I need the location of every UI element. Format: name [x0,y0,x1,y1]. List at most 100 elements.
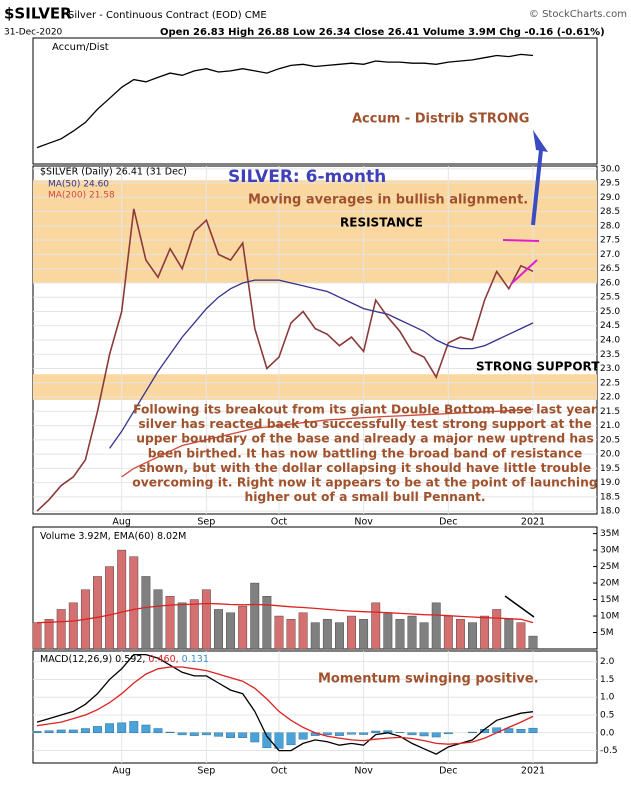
bar [117,722,127,733]
commentary-line: shown, but with the dollar collapsing it… [139,461,591,475]
y-tick-label: 18.0 [600,507,620,517]
y-tick-label: 21.0 [600,421,620,431]
x-tick-label: Aug [112,766,131,777]
date: 31-Dec-2020 [4,28,63,38]
bar [189,732,199,736]
bar [201,732,211,736]
x-tick-label: Sep [197,517,215,528]
bar [407,732,417,736]
bar [56,729,66,733]
line [36,666,534,745]
legend-item: Volume 3.92M, [40,531,111,542]
bar [117,549,127,650]
bar [528,727,538,733]
x-tick-label: Sep [197,766,215,777]
y-tick-label: 2.0 [600,657,615,667]
bar [407,615,417,650]
bar [310,622,320,650]
bar [528,635,538,650]
zone-label: RESISTANCE [340,216,423,230]
y-tick-label: 26.5 [600,264,620,274]
bar [504,619,514,650]
y-tick-label: 30M [600,546,619,556]
bar [468,731,477,733]
pennant-line [510,259,538,285]
source: © StockCharts.com [529,9,627,20]
y-tick-label: 20.5 [600,435,620,445]
bar [129,721,139,733]
headline: SILVER: 6-month [228,167,386,187]
bar [383,612,393,650]
bar [44,730,54,733]
y-tick-label: 22.0 [600,393,620,403]
x-tick-label: 2021 [521,766,545,777]
y-tick-label: 25.0 [600,307,620,317]
x-tick-label: Oct [271,766,288,777]
bar [298,732,308,740]
bar [468,622,477,650]
x-tick-label: Oct [271,517,288,528]
line [109,279,534,449]
bar [516,729,526,733]
bar [214,732,223,737]
line [36,602,534,624]
bar [419,622,429,650]
bar [431,732,441,738]
y-tick-label: 1.0 [600,693,615,703]
security-name: Silver - Continuous Contract (EOD) CME [68,10,267,21]
bar [105,566,115,650]
x-tick-label: Nov [354,766,373,777]
bar [250,732,260,743]
bar [32,731,42,733]
y-tick-label: 22.5 [600,378,620,388]
x-tick-label: 2021 [521,517,545,528]
bar [274,732,284,749]
bar [44,619,54,650]
bar [262,596,272,650]
y-tick-label: 19.0 [600,478,620,488]
y-tick-label: 27.0 [600,250,620,260]
bar [286,619,296,650]
bar [359,619,369,650]
x-tick-label: Aug [112,517,131,528]
legend-item: EMA(60) 8.02M [114,531,187,542]
legend: MA(50) 24.60 [48,180,109,190]
bar [68,602,78,650]
bar [56,609,66,650]
bar [322,619,332,650]
y-tick-label: 23.0 [600,364,620,374]
arrowhead [533,130,548,152]
arrow [531,149,543,226]
commentary-line: been birthed. It has now battling the br… [148,446,582,460]
bar [141,576,151,650]
y-tick-label: 0.5 [600,711,614,721]
bar [238,732,248,738]
bar [419,732,429,737]
bar [371,602,381,650]
bar [480,615,490,650]
bar [177,602,187,650]
y-tick-label: 20.0 [600,450,620,460]
quote: Open 26.83 High 26.88 Low 26.34 Close 26… [160,27,605,38]
bar [322,732,332,736]
y-tick-label: 15M [600,595,619,605]
bar [516,622,526,650]
bar [492,609,502,650]
legend-item: 0.131 [182,654,209,665]
legend: Volume 3.92M, EMA(60) 8.02M [40,531,186,542]
bar [226,732,235,738]
y-tick-label: 28.0 [600,221,620,231]
annotation: Momentum swinging positive. [318,672,539,687]
bar [93,726,102,733]
line [36,208,534,512]
bar [455,619,465,650]
bar [105,723,115,733]
y-tick-label: 27.5 [600,236,620,246]
y-tick-label: 24.5 [600,321,620,331]
x-tick-label: Dec [439,766,457,777]
y-tick-label: 1.5 [600,675,614,685]
symbol: $SILVER [4,5,72,23]
commentary-line: Following its breakout from its giant Do… [133,403,598,417]
y-tick-label: 19.5 [600,464,620,474]
bar [371,730,381,733]
